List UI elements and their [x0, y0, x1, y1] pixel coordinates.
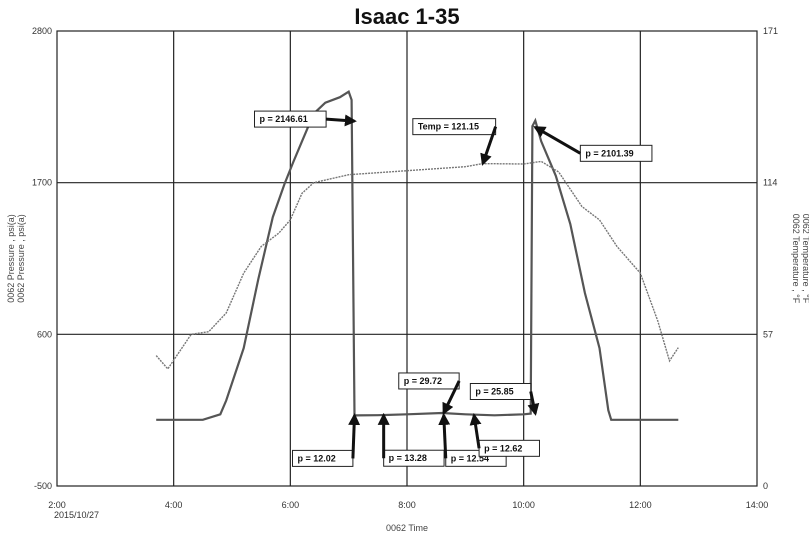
- y-right-axis-label: 0062 Temperature , °F: [801, 214, 809, 304]
- annotation-arrow: [438, 412, 451, 459]
- y-left-tick-label: 1700: [32, 178, 52, 188]
- x-tick-label: 4:00: [165, 500, 183, 510]
- annotation-label: p = 29.72: [404, 376, 442, 386]
- y-left-tick-label: -500: [34, 481, 52, 491]
- y-left-axis-label: 0062 Pressure , psi(a): [16, 214, 26, 303]
- y-right-tick-label: 57: [763, 329, 773, 339]
- y-left-axis-label: 0062 Pressure , psi(a): [6, 214, 16, 303]
- x-tick-label: 10:00: [512, 500, 535, 510]
- x-axis-label: 0062 Time: [386, 523, 428, 533]
- annotation-label: p = 2101.39: [585, 148, 633, 158]
- annotation-arrow: [533, 126, 582, 155]
- annotation-label: Temp = 121.15: [418, 122, 479, 132]
- x-tick-label: 12:00: [629, 500, 652, 510]
- x-tick-label: 14:00: [746, 500, 769, 510]
- annotation-arrow: [348, 413, 361, 459]
- annotation-arrow: [527, 391, 540, 416]
- annotation-label: p = 2146.61: [260, 114, 308, 124]
- annotation-label: p = 12.02: [298, 453, 336, 463]
- annotation-arrow: [325, 114, 357, 127]
- y-right-tick-label: 171: [763, 26, 778, 36]
- y-left-tick-label: 2800: [32, 26, 52, 36]
- x-tick-label: 8:00: [398, 500, 416, 510]
- annotation-label: p = 12.54: [451, 453, 489, 463]
- chart-title: Isaac 1-35: [354, 4, 459, 29]
- y-right-tick-label: 0: [763, 481, 768, 491]
- annotation-label: p = 12.62: [484, 443, 522, 453]
- temperature-series-line: [155, 160, 679, 371]
- annotation-arrow: [442, 380, 461, 416]
- x-tick-label: 6:00: [282, 500, 300, 510]
- annotation-arrow: [480, 126, 498, 166]
- y-right-tick-label: 114: [763, 178, 777, 188]
- y-right-axis-label: 0062 Temperature , °F: [791, 214, 801, 304]
- annotation-arrow: [469, 412, 482, 449]
- x-tick-label: 2:00: [48, 500, 66, 510]
- x-date-label: 2015/10/27: [54, 510, 99, 520]
- annotation-label: p = 25.85: [475, 386, 513, 396]
- annotation-box: [412, 118, 497, 136]
- y-left-tick-label: 600: [37, 329, 52, 339]
- annotation-label: p = 13.28: [389, 453, 427, 463]
